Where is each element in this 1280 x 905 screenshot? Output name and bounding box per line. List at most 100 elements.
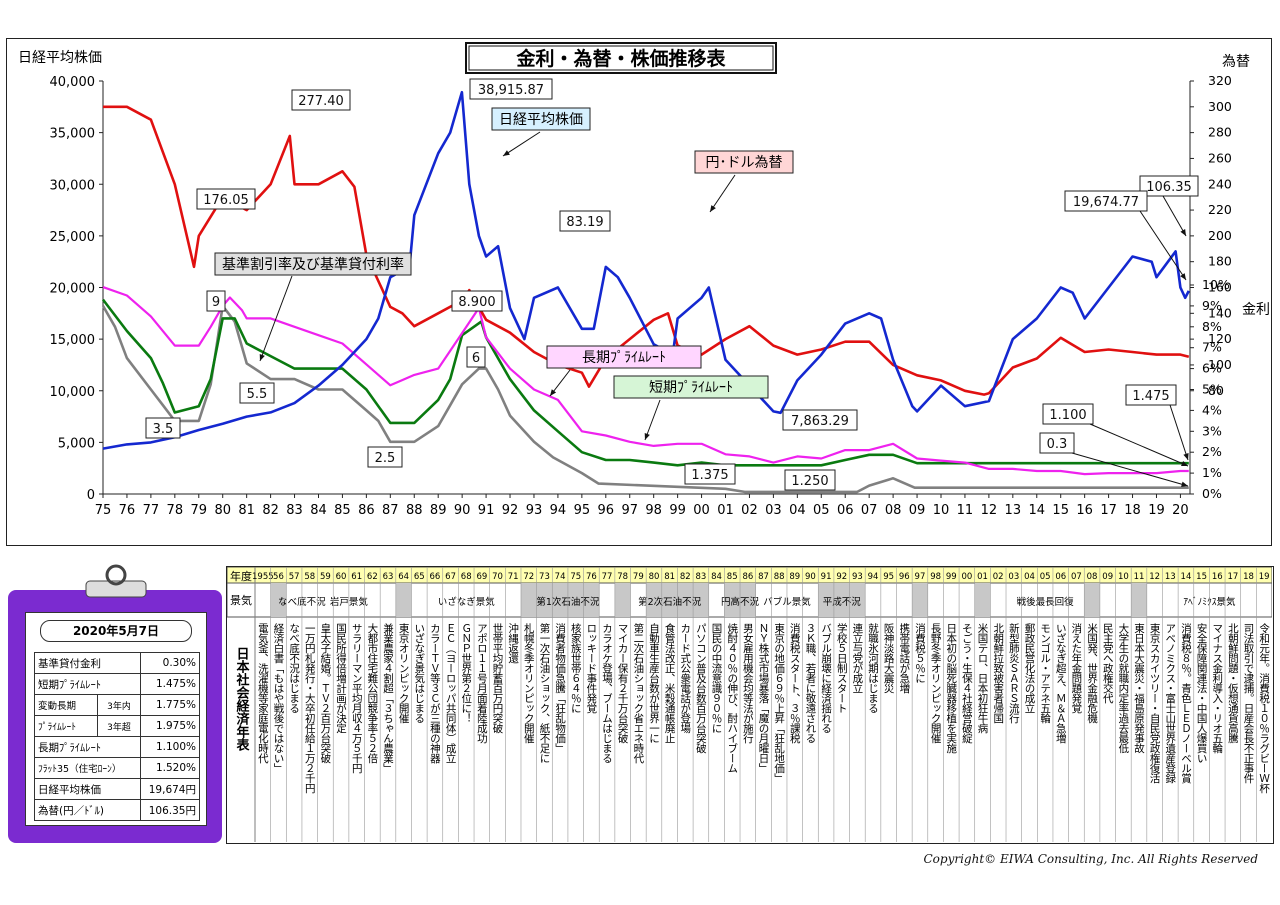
legend-discount: 基準割引率及び基準貸付利率 — [222, 256, 404, 273]
boom-label: いざなぎ景気 — [438, 596, 496, 608]
discount-1982-label-box — [239, 382, 275, 404]
year-label: 88 — [774, 572, 785, 582]
year-label: 15 — [1196, 572, 1207, 582]
event-text: いざなぎ景気はじまる — [413, 623, 425, 723]
legend-discount-box — [214, 252, 412, 276]
rate-row: 基準貸付金利 0.30% — [34, 652, 200, 674]
short-prime-latest-label: 1.475 — [1132, 389, 1169, 404]
arrow-long-latest-head — [1181, 460, 1188, 466]
discount-1987-label: 2.5 — [375, 451, 396, 466]
event-text: ＧＮＰ世界第２位に！ — [460, 623, 472, 723]
event-text: 焼酎４０％の伸び、酎ハイブーム — [726, 623, 738, 773]
year-label: 87 — [758, 572, 769, 582]
x-tick-label: 15 — [1052, 503, 1069, 518]
boom-grey-cell — [1084, 583, 1100, 617]
year-label: 17 — [1227, 572, 1238, 582]
fx-tick-label: 220 — [1208, 202, 1232, 217]
boom-shade — [818, 583, 866, 617]
rate-tick-label: 3% — [1202, 423, 1222, 438]
year-label: 06 — [1055, 572, 1066, 582]
event-text: 消費税８％。青色ＬＥＤノーベル賞 — [1180, 622, 1192, 784]
x-tick-label: 75 — [95, 503, 112, 518]
fx-low-label-box — [196, 188, 256, 210]
fx-high-label-box — [291, 89, 351, 111]
rate-row: 短期ﾌﾟﾗｲﾑﾚｰﾄ 1.475% — [34, 673, 200, 695]
year-label: 65 — [414, 572, 425, 582]
x-tick-label: 94 — [550, 503, 567, 518]
boom-grey-cell — [912, 583, 928, 617]
arrow-short-latest-head — [1183, 453, 1189, 460]
x-tick-label: 97 — [621, 503, 638, 518]
short-prime-2003-label-box — [784, 469, 836, 491]
left-axis-title: 日経平均株価 — [18, 50, 102, 66]
event-text: ３Ｋ職、若者に敬遠される — [804, 623, 816, 743]
year-label: 89 — [789, 572, 800, 582]
short-prime-2003-label: 1.250 — [791, 474, 828, 489]
event-text: 皇太子結婚。ＴＶ２百万台突破 — [319, 622, 331, 764]
year-label: 91 — [821, 572, 832, 582]
year-label: 66 — [430, 572, 441, 582]
fx-tick-label: 320 — [1208, 73, 1232, 88]
arrow-nikkei-head — [503, 150, 510, 156]
x-tick-label: 93 — [526, 503, 543, 518]
title-box — [465, 42, 777, 74]
x-tick-label: 02 — [741, 503, 758, 518]
year-label: 07 — [1071, 572, 1082, 582]
event-text: ＮＹ株式市場暴落「魔の月曜日」 — [758, 623, 770, 773]
year-label: 14 — [1181, 572, 1192, 582]
boom-label: 平成不況 — [823, 596, 862, 608]
event-text: 司法取引で逮捕。日産会長不正事件 — [1243, 623, 1255, 784]
year-label: 81 — [664, 572, 675, 582]
arrow-discount — [259, 275, 293, 362]
event-text: カード式公衆電話が登場 — [679, 623, 691, 734]
x-tick-label: 81 — [238, 503, 255, 518]
rate-row: ﾌﾟﾗｲﾑﾚｰﾄ 3年超 1.975% — [34, 715, 200, 737]
year-label: 86 — [742, 572, 753, 582]
legend-short-prime: 短期ﾌﾟﾗｲﾑﾚｰﾄ — [649, 380, 733, 396]
nikkei-peak-label-box — [469, 78, 553, 100]
event-text: 米国テロ、日本初狂牛病 — [977, 622, 989, 734]
boom-grey-cell — [395, 583, 412, 617]
year-label: 59 — [320, 572, 331, 582]
event-text: 阪神淡路大震災 — [883, 622, 895, 693]
event-text: 核家族世帯６４％に — [570, 622, 582, 713]
fx-tick-label: 280 — [1208, 125, 1232, 140]
x-tick-label: 09 — [909, 503, 926, 518]
year-label: 73 — [539, 572, 550, 582]
x-tick-label: 78 — [167, 503, 184, 518]
year-label: 03 — [1008, 572, 1019, 582]
year-label: 05 — [1040, 572, 1051, 582]
fx-1995-label: 83.19 — [566, 215, 603, 230]
discount-1978-label-box — [145, 417, 181, 439]
event-text: 大都市住宅難公団競争率５２倍 — [366, 622, 378, 764]
event-text: 北朝鮮問題・仮想通貨高騰 — [1227, 623, 1239, 744]
x-tick-label: 14 — [1028, 503, 1045, 518]
legend-usdjpy: 円･ドル為替 — [706, 155, 783, 171]
left-tick-label: 20,000 — [50, 282, 96, 297]
long-prime-latest-label: 1.100 — [1049, 408, 1086, 423]
year-label: 82 — [680, 572, 691, 582]
fx-low-label: 176.05 — [203, 193, 249, 208]
x-tick-label: 04 — [789, 503, 806, 518]
year-label: 98 — [930, 572, 941, 582]
year-label: 97 — [915, 572, 926, 582]
x-tick-label: 10 — [933, 503, 950, 518]
x-tick-label: 84 — [310, 503, 327, 518]
x-tick-label: 08 — [885, 503, 902, 518]
rate-tick-label: 1% — [1202, 465, 1222, 480]
left-tick-label: 5,000 — [58, 436, 95, 451]
year-label: 01 — [977, 572, 988, 582]
event-text: 東京の地価６９％上昇「狂乱地価」 — [773, 622, 785, 783]
event-text: カラーＴＶ等３Ｃが三種の神器 — [429, 623, 441, 764]
rate-row: 日経平均株価 19,674円 — [34, 778, 200, 800]
year-label: 1955 — [252, 572, 274, 582]
nikkei-low-label: 7,863.29 — [791, 414, 849, 429]
x-tick-label: 96 — [598, 503, 615, 518]
x-tick-label: 86 — [358, 503, 375, 518]
short-prime-line — [101, 298, 1189, 467]
rate-row: 変動長期 3年内 1.775% — [34, 694, 200, 716]
year-label: 70 — [492, 572, 503, 582]
year-label: 11 — [1134, 572, 1145, 582]
discount-rate-line — [101, 304, 1189, 494]
